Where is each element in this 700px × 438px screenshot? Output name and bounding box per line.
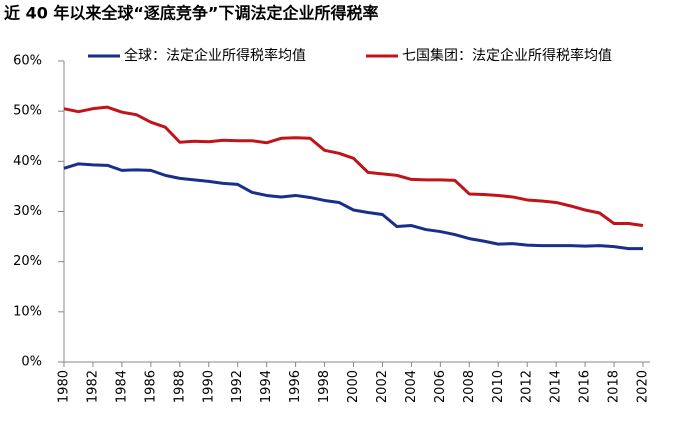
x-tick-label: 2016 xyxy=(578,370,593,403)
legend-label: 全球：法定企业所得税率均值 xyxy=(124,47,306,64)
y-tick-label: 10% xyxy=(13,304,42,319)
y-tick-label: 0% xyxy=(21,355,42,370)
chart-title: 近 40 年以来全球“逐底竞争”下调法定企业所得税率 xyxy=(4,4,378,23)
series-line xyxy=(63,105,644,228)
x-tick-label: 2018 xyxy=(607,370,622,403)
x-tick-label: 2020 xyxy=(636,370,651,403)
legend-label: 七国集团：法定企业所得税率均值 xyxy=(402,47,612,64)
y-tick-label: 30% xyxy=(13,204,42,219)
x-tick-label: 1998 xyxy=(317,370,332,403)
x-tick-label: 1996 xyxy=(288,370,303,403)
x-tick-label: 1984 xyxy=(114,370,129,403)
x-tick-label: 1986 xyxy=(143,370,158,403)
x-tick-label: 2008 xyxy=(462,370,477,403)
y-tick-label: 40% xyxy=(13,154,42,169)
x-tick-label: 1990 xyxy=(201,370,216,403)
x-tick-label: 2010 xyxy=(491,370,506,403)
x-tick-label: 2014 xyxy=(549,370,564,403)
x-tick-label: 1982 xyxy=(85,370,100,403)
x-tick-label: 2006 xyxy=(433,370,448,403)
y-tick-label: 20% xyxy=(13,254,42,269)
y-tick-label: 50% xyxy=(13,104,42,119)
y-tick-label: 60% xyxy=(13,54,42,69)
x-tick-label: 1988 xyxy=(172,370,187,403)
x-tick-label: 1994 xyxy=(259,370,274,403)
x-tick-label: 1992 xyxy=(230,370,245,403)
x-tick-label: 2004 xyxy=(404,370,419,403)
x-tick-label: 2000 xyxy=(346,370,361,403)
x-tick-label: 1980 xyxy=(57,370,72,403)
x-tick-label: 2012 xyxy=(520,370,535,403)
x-tick-label: 2002 xyxy=(375,370,390,403)
series-line xyxy=(63,162,643,251)
